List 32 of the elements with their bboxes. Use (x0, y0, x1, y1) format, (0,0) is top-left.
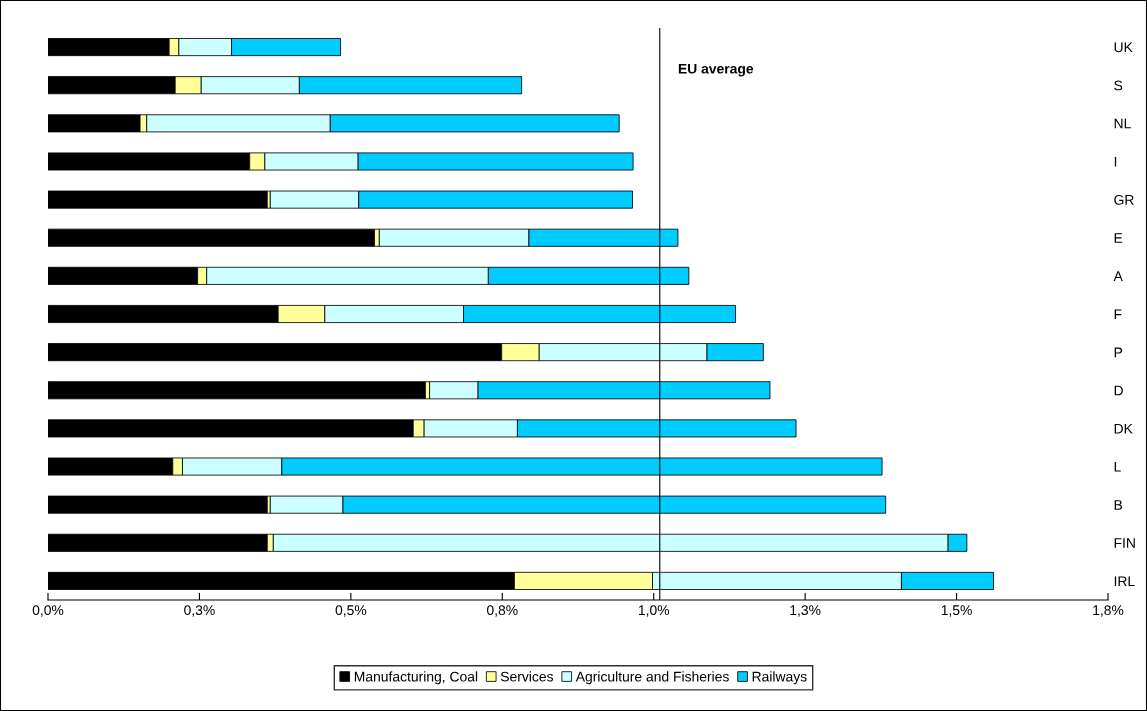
y-tick-label: NL (1114, 118, 1131, 129)
y-tick-label: P (1114, 347, 1123, 358)
y-tick-label: DK (1114, 423, 1133, 434)
legend-label: Services (500, 671, 554, 682)
y-tick-label: L (1114, 462, 1121, 472)
y-tick-label: A (1113, 271, 1123, 281)
bar (48, 190, 268, 209)
x-tick-label: 1,0% (638, 605, 670, 617)
y-tick-label: D (1114, 385, 1123, 396)
y-tick-label: B (1114, 500, 1123, 510)
x-tick-label: 0,8% (487, 605, 518, 617)
y-tick-label: UK (1114, 42, 1133, 53)
y-tick-label: I (1114, 156, 1117, 167)
x-tick-label: 1,8% (1093, 605, 1124, 617)
x-tick-label: 0,5% (335, 605, 367, 617)
y-tick-label: IRL (1114, 576, 1135, 586)
y-tick-label: GR (1114, 194, 1134, 205)
bar (48, 495, 268, 514)
y-tick-label: E (1114, 233, 1123, 243)
legend-label: Manufacturing, Coal (354, 671, 478, 685)
legend-label: Railways (752, 671, 807, 685)
x-tick-label: 1,3% (790, 605, 821, 617)
y-tick-label: F (1114, 309, 1122, 320)
x-tick-label: 1,5% (941, 605, 972, 617)
x-tick-label: 0,3% (184, 605, 215, 617)
ref-line-label: EU average (678, 63, 754, 77)
bar (48, 381, 426, 400)
y-tick-label: FIN (1114, 538, 1135, 548)
x-tick-label: 0,0% (32, 605, 64, 617)
bar (48, 228, 375, 247)
legend-label: Agriculture and Fisheries (575, 671, 729, 685)
y-tick-label: S (1114, 80, 1123, 91)
